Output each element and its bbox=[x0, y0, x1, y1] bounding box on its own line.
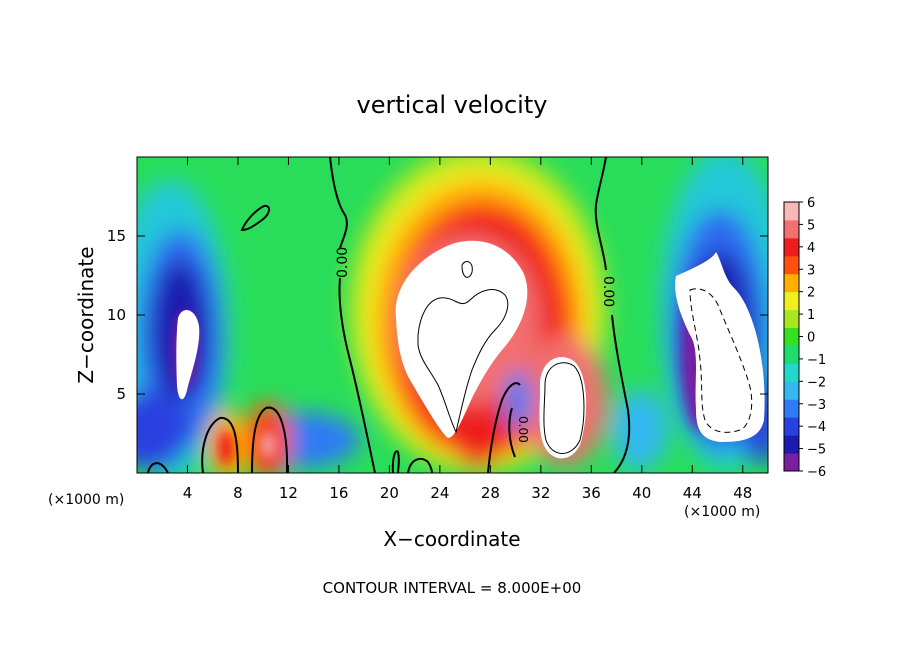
colorbar-swatch bbox=[784, 309, 799, 329]
colorbar-swatch bbox=[784, 202, 799, 221]
field-blob bbox=[218, 430, 234, 466]
x-tick-label: 36 bbox=[582, 484, 601, 502]
contour-lines bbox=[147, 156, 753, 474]
colorbar-swatch bbox=[784, 381, 799, 400]
y-tick-label: 5 bbox=[116, 385, 126, 403]
x-tick-label: 40 bbox=[632, 484, 651, 502]
colorbar-tick-label: 0 bbox=[807, 331, 815, 346]
colorbar: 6 5 4 3 2 1 0 −1 −2 −3 −4 −5 −6 bbox=[783, 196, 826, 480]
contour-labels: 0.00 0.00 0.00 bbox=[335, 247, 616, 443]
colorbar-swatch bbox=[784, 399, 799, 418]
zero-contour-line bbox=[240, 204, 270, 232]
positive-contour-line bbox=[461, 261, 473, 278]
saturated-region bbox=[176, 310, 200, 400]
x-tick-label: 12 bbox=[279, 484, 298, 502]
chart-title: vertical velocity bbox=[357, 91, 548, 119]
x-tick-label: 16 bbox=[329, 484, 348, 502]
field-blob bbox=[263, 433, 273, 457]
colorbar-swatch bbox=[784, 291, 799, 311]
colorbar-tick-label: 2 bbox=[807, 286, 815, 301]
zero-contour-line bbox=[407, 457, 433, 474]
zero-contour-line bbox=[508, 407, 516, 458]
colorbar-swatch bbox=[784, 237, 799, 257]
colorbar-swatch bbox=[784, 417, 799, 436]
y-axis-label: Z−coordinate bbox=[74, 246, 98, 383]
colorbar-tick-label: −2 bbox=[807, 375, 826, 390]
contour-label: 0.00 bbox=[335, 247, 351, 278]
x-tick-label: 8 bbox=[233, 484, 243, 502]
x-tick-label: 32 bbox=[531, 484, 550, 502]
colorbar-tick-label: −1 bbox=[807, 353, 826, 368]
saturated-region bbox=[539, 357, 587, 459]
contour-interval-footer: CONTOUR INTERVAL = 8.000E+00 bbox=[323, 579, 582, 597]
colorbar-swatch bbox=[784, 435, 799, 454]
y-tick-label: 10 bbox=[107, 306, 126, 324]
y-tick-label: 15 bbox=[107, 227, 126, 245]
zero-contour-line bbox=[487, 382, 521, 474]
colorbar-swatch bbox=[784, 273, 799, 293]
x-unit-label-left: (×1000 m) bbox=[48, 492, 124, 508]
zero-contour-line bbox=[251, 406, 289, 474]
colorbar-swatch bbox=[784, 363, 799, 382]
colorbar-tick-label: 6 bbox=[807, 196, 815, 211]
colorbar-tick-label: −3 bbox=[807, 398, 826, 413]
x-tick-label: 24 bbox=[430, 484, 449, 502]
zero-contour-line bbox=[391, 450, 400, 474]
positive-contour-line bbox=[543, 362, 585, 454]
zero-contour-line bbox=[201, 416, 239, 474]
x-tick-label: 44 bbox=[683, 484, 702, 502]
positive-contour-line bbox=[417, 289, 509, 434]
colorbar-swatch bbox=[784, 255, 799, 275]
x-axis-label: X−coordinate bbox=[383, 527, 520, 551]
colorbar-swatch bbox=[784, 327, 799, 346]
x-unit-label-right: (×1000 m) bbox=[684, 504, 760, 520]
colorbar-tick-label: 4 bbox=[807, 241, 815, 256]
colorbar-swatch bbox=[784, 345, 799, 364]
contour-label: 0.00 bbox=[516, 416, 530, 443]
colorbar-tick-label: 5 bbox=[807, 218, 815, 233]
negative-contour-line bbox=[689, 288, 753, 433]
x-tick-label: 28 bbox=[481, 484, 500, 502]
x-tick-label: 4 bbox=[183, 484, 193, 502]
contour-label: 0.00 bbox=[600, 276, 616, 307]
field-blob bbox=[612, 390, 668, 470]
plot-area bbox=[137, 157, 768, 473]
field-blob bbox=[456, 412, 500, 468]
colorbar-tick-label: −5 bbox=[807, 443, 826, 458]
colorbar-swatch bbox=[784, 219, 799, 239]
colorbar-tick-label: 3 bbox=[807, 263, 815, 278]
colorbar-tick-label: 1 bbox=[807, 308, 815, 323]
zero-contour-line bbox=[594, 156, 631, 474]
x-tick-label: 48 bbox=[733, 484, 752, 502]
saturated-region bbox=[675, 252, 765, 442]
colorbar-tick-label: −6 bbox=[807, 465, 826, 480]
colorbar-swatch bbox=[784, 453, 799, 472]
zero-contour-line bbox=[147, 462, 169, 474]
x-tick-label: 20 bbox=[380, 484, 399, 502]
zero-contour-line bbox=[329, 156, 376, 474]
field-blob bbox=[137, 390, 190, 470]
colorbar-tick-label: −4 bbox=[807, 420, 826, 435]
